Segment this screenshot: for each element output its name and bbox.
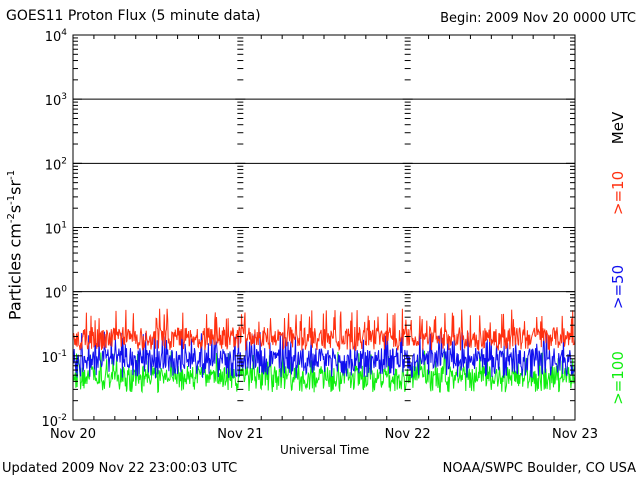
- y-tick-label: 103: [45, 92, 67, 109]
- energy-unit-label: MeV: [609, 111, 627, 145]
- y-tick-label: 100: [45, 285, 68, 302]
- begin-time: Begin: 2009 Nov 20 0000 UTC: [440, 11, 636, 26]
- y-tick-label: 102: [45, 156, 67, 173]
- y-tick-label: 10-2: [41, 413, 67, 430]
- series-line-100mev: [72, 350, 576, 394]
- grid-layer: [73, 98, 575, 293]
- x-tick-label: Nov 20: [50, 427, 96, 442]
- y-tick-label: 104: [45, 28, 68, 45]
- x-tick-label: Nov 21: [217, 427, 263, 442]
- series-line-10mev: [72, 308, 576, 352]
- y-tick-label: 101: [45, 221, 67, 238]
- y-tick-label: 10-1: [41, 349, 67, 366]
- chart-title: GOES11 Proton Flux (5 minute data): [6, 8, 261, 24]
- legend-ge100: >=100: [609, 351, 627, 405]
- updated-timestamp: Updated 2009 Nov 22 23:00:03 UTC: [2, 461, 238, 476]
- x-axis-label: Universal Time: [280, 443, 370, 457]
- x-tick-label: Nov 22: [385, 427, 431, 442]
- tick-layer: 10-2 10-1 100 101 102 103 104 Nov 20 Nov 21 Nov 2…: [41, 28, 598, 442]
- legend-ge50: >=50: [609, 264, 627, 310]
- legend-ge10: >=10: [609, 170, 627, 216]
- credit-text: NOAA/SWPC Boulder, CO USA: [442, 461, 636, 476]
- x-tick-label: Nov 23: [552, 427, 598, 442]
- series-layer: [72, 308, 576, 394]
